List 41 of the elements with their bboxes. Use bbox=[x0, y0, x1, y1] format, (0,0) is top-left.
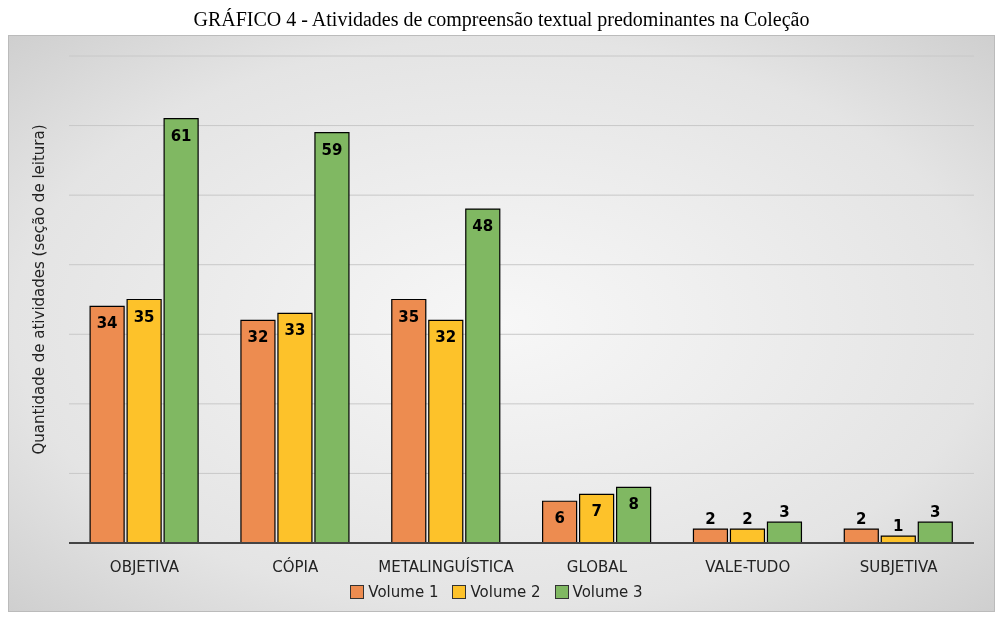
data-label: 8 bbox=[628, 495, 639, 514]
bar bbox=[579, 493, 615, 543]
data-label: 6 bbox=[554, 509, 565, 528]
bar bbox=[917, 521, 953, 543]
bar bbox=[766, 521, 803, 543]
bar bbox=[692, 528, 729, 543]
x-tick-label: METALINGUÍSTICA bbox=[378, 556, 515, 576]
text: Volume 3 bbox=[572, 583, 643, 601]
data-label: 48 bbox=[472, 217, 494, 236]
data-label: 3 bbox=[779, 503, 790, 522]
x-tick-label: VALE-TUDO bbox=[705, 557, 791, 576]
data-label: 35 bbox=[398, 307, 420, 326]
x-tick-label: SUBJETIVA bbox=[859, 557, 939, 576]
data-label: 2 bbox=[742, 510, 753, 529]
bar bbox=[391, 298, 427, 543]
data-label: 32 bbox=[435, 328, 457, 347]
x-tick-label: GLOBAL bbox=[566, 557, 628, 576]
bar bbox=[428, 319, 464, 543]
data-label: 61 bbox=[170, 126, 192, 145]
bar bbox=[843, 528, 879, 543]
legend-label: Volume 1 bbox=[368, 583, 439, 601]
bar bbox=[616, 486, 652, 543]
x-tick-label: CÓPIA bbox=[272, 556, 319, 576]
data-label: 32 bbox=[247, 328, 269, 347]
data-label: 2 bbox=[705, 510, 716, 529]
data-label: 35 bbox=[133, 307, 155, 326]
bar bbox=[729, 528, 766, 543]
data-label: 7 bbox=[591, 502, 602, 521]
data-label: 33 bbox=[284, 321, 306, 340]
bar bbox=[542, 500, 578, 543]
data-label: 2 bbox=[856, 510, 867, 529]
data-label: 59 bbox=[321, 140, 343, 159]
chart-title: GRÁFICO 4 - Atividades de compreensão textual predominantes na Coleção bbox=[192, 8, 811, 31]
data-label: 34 bbox=[96, 314, 118, 333]
data-label: 1 bbox=[893, 517, 904, 536]
legend-label: Volume 2 bbox=[470, 583, 541, 601]
data-label: 3 bbox=[930, 503, 941, 522]
bar bbox=[465, 208, 501, 543]
x-tick-label: OBJETIVA bbox=[109, 557, 180, 576]
y-axis-title: Quantidade de atividades (seção de leitura) bbox=[30, 124, 49, 455]
bar bbox=[880, 535, 916, 543]
